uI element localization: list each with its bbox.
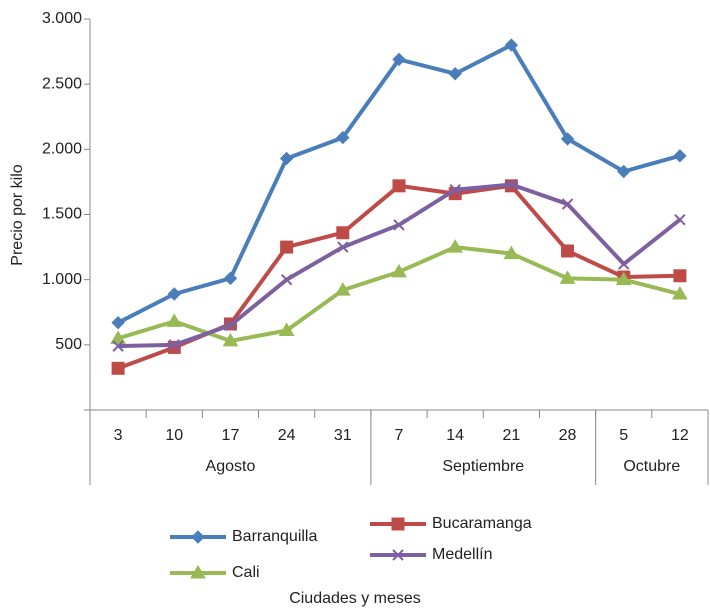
legend-marker	[190, 565, 206, 579]
marker	[337, 241, 349, 253]
marker	[393, 219, 405, 231]
y-tick-label: 3.000	[42, 10, 82, 27]
y-tick-label: 1.000	[42, 271, 82, 288]
marker	[167, 287, 181, 301]
x-tick-label: 7	[395, 427, 404, 444]
legend-marker	[391, 517, 405, 531]
marker	[447, 239, 464, 253]
line	[117, 245, 681, 343]
marker	[504, 38, 519, 52]
x-tick-label: 31	[334, 427, 352, 444]
marker	[280, 273, 293, 286]
marker	[334, 282, 351, 296]
y-tick-label: 2.500	[42, 75, 82, 92]
marker	[674, 214, 686, 226]
marker	[673, 149, 687, 163]
x-tick-label: 3	[114, 427, 123, 444]
marker	[112, 340, 124, 352]
series	[112, 178, 686, 352]
x-tick-label: 21	[502, 427, 520, 444]
marker	[503, 245, 520, 260]
marker	[448, 67, 462, 81]
marker	[279, 151, 294, 166]
marker	[673, 269, 687, 283]
y-tick-label: 1.500	[42, 206, 82, 223]
legend-marker	[191, 530, 205, 544]
x-tick-label: 14	[446, 427, 464, 444]
marker	[280, 240, 294, 254]
marker	[392, 52, 406, 67]
marker	[336, 130, 350, 145]
marker	[111, 315, 125, 330]
marker	[278, 322, 295, 336]
legend-label: Bucaramanga	[432, 515, 532, 532]
marker	[391, 263, 407, 278]
x-axis-title: Ciudades y meses	[289, 590, 421, 607]
marker	[615, 271, 632, 286]
legend-label: Medellín	[432, 546, 492, 563]
marker	[110, 330, 126, 344]
marker	[224, 319, 237, 331]
group-label: Agosto	[206, 458, 256, 475]
y-tick-label: 500	[55, 336, 82, 353]
marker	[560, 132, 575, 146]
series	[111, 38, 687, 330]
x-tick-label: 12	[671, 427, 689, 444]
marker	[336, 226, 350, 240]
y-tick-label: 2.000	[42, 141, 82, 158]
marker	[561, 244, 575, 258]
legend-marker	[392, 549, 404, 561]
marker	[168, 339, 180, 351]
legend-label: Cali	[232, 564, 260, 581]
x-tick-label: 5	[619, 427, 628, 444]
y-axis-title: Precio por kilo	[9, 164, 26, 265]
x-tick-label: 24	[278, 427, 296, 444]
marker	[559, 270, 576, 284]
marker	[166, 313, 183, 327]
marker	[222, 332, 239, 347]
marker	[505, 178, 518, 191]
marker	[561, 198, 574, 210]
marker	[111, 361, 125, 375]
marker	[618, 258, 630, 270]
marker	[392, 179, 406, 193]
group-label: Septiembre	[442, 458, 524, 475]
group-label: Octubre	[623, 458, 680, 475]
legend-label: Barranquilla	[232, 528, 317, 545]
marker	[223, 271, 238, 286]
marker	[449, 184, 461, 196]
marker	[617, 164, 631, 179]
marker	[672, 286, 688, 300]
x-tick-label: 28	[559, 427, 577, 444]
x-tick-label: 10	[165, 427, 183, 444]
x-tick-label: 17	[222, 427, 240, 444]
series	[110, 239, 688, 347]
